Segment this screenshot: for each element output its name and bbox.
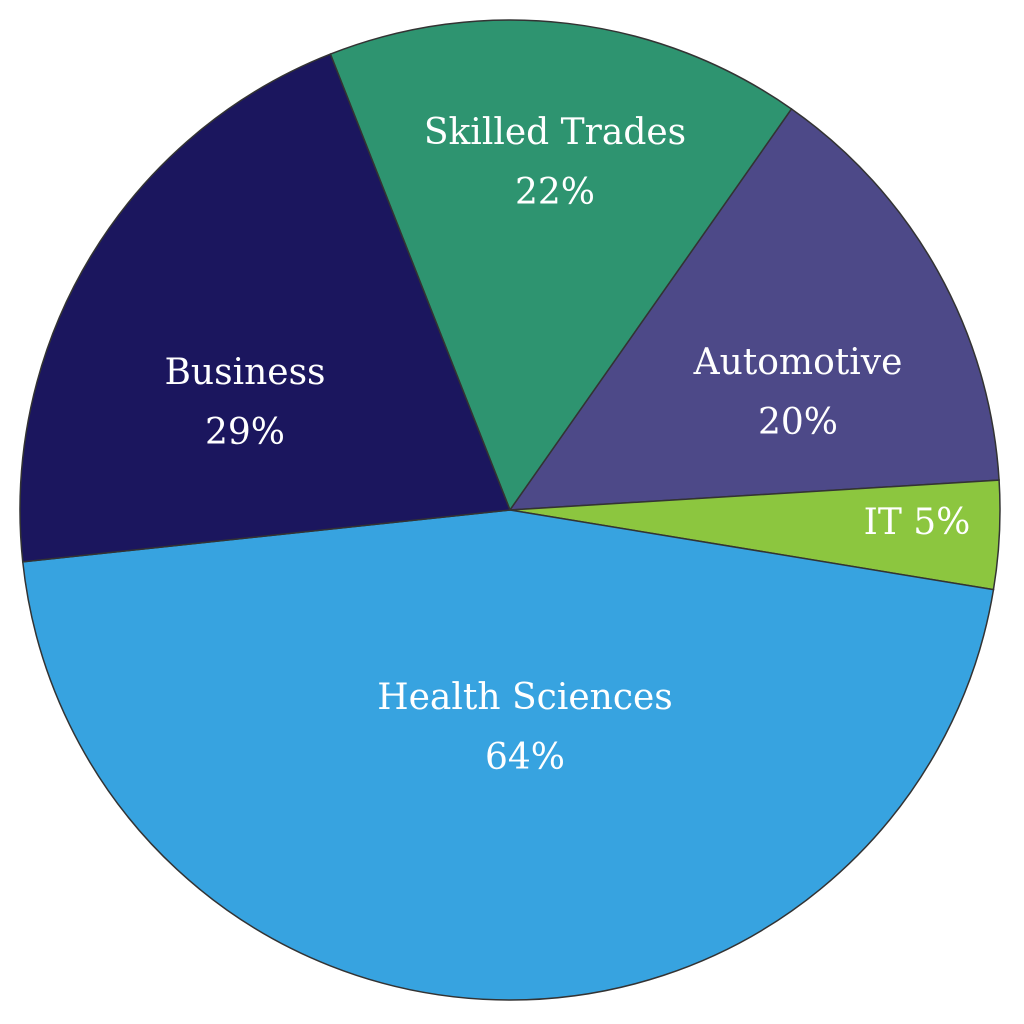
- value-label: 64%: [485, 737, 565, 778]
- pie-slice: [329, 19, 793, 512]
- pie-slice: [508, 107, 1000, 511]
- slice-label-group: IT 5%: [864, 502, 971, 543]
- slice-label: Skilled Trades: [424, 112, 686, 153]
- value-label: 5%: [913, 502, 970, 543]
- value-label: 22%: [515, 172, 595, 213]
- slice-label: Automotive: [693, 342, 903, 383]
- slice-label: Health Sciences: [377, 677, 673, 718]
- slice-label: IT: [864, 502, 902, 543]
- value-label: 29%: [205, 412, 285, 453]
- pie-slice: [19, 53, 512, 563]
- slice-label: Business: [164, 352, 325, 393]
- value-label: 20%: [758, 402, 838, 443]
- pie-slice: [21, 509, 995, 1001]
